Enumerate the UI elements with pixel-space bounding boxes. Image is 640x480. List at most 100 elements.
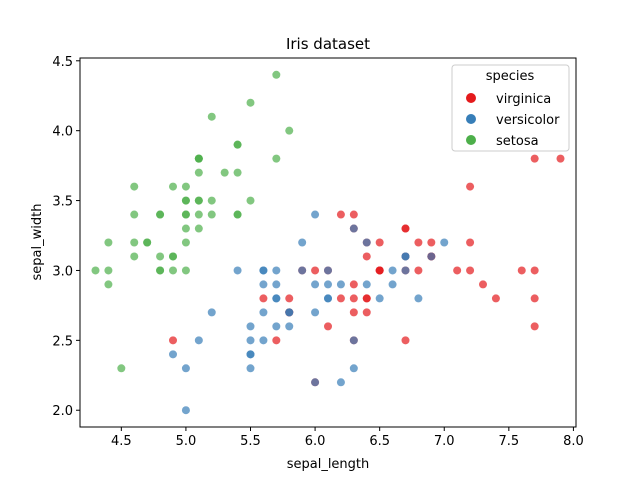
scatter-point-setosa-49 [181, 224, 190, 233]
x-axis-label: sepal_length [287, 457, 370, 472]
scatter-point-virginica-44 [401, 224, 410, 233]
scatter-point-versicolor-0 [440, 238, 449, 247]
scatter-point-virginica-23 [349, 308, 358, 317]
scatter-point-versicolor-23 [324, 294, 332, 303]
scatter-point-versicolor-4 [375, 294, 384, 303]
x-tick-label: 6.5 [369, 434, 390, 449]
scatter-point-virginica-12 [414, 266, 423, 275]
scatter-point-virginica-2 [453, 266, 462, 275]
scatter-point-virginica-43 [414, 238, 423, 247]
scatter-point-versicolor-12 [311, 378, 320, 387]
scatter-point-versicolor-49 [272, 294, 281, 303]
legend-label-virginica: virginica [496, 92, 551, 107]
y-tick-label: 4.5 [52, 55, 73, 70]
scatter-point-versicolor-48 [194, 336, 203, 345]
legend-marker-versicolor [466, 114, 476, 124]
scatter-point-virginica-21 [259, 294, 268, 303]
scatter-point-setosa-39 [194, 210, 203, 219]
scatter-point-virginica-22 [530, 294, 539, 303]
scatter-point-setosa-28 [207, 210, 216, 219]
scatter-point-virginica-18 [530, 322, 539, 331]
scatter-point-versicolor-10 [181, 406, 190, 415]
scatter-point-setosa-18 [272, 154, 281, 163]
scatter-point-virginica-25 [466, 238, 475, 247]
scatter-point-versicolor-2 [427, 252, 436, 261]
y-axis-label: sepal_width [30, 204, 45, 281]
scatter-point-versicolor-38 [259, 266, 268, 275]
scatter-point-virginica-29 [466, 266, 475, 275]
scatter-point-setosa-29 [143, 238, 152, 247]
scatter-point-versicolor-40 [246, 322, 255, 331]
scatter-point-setosa-3 [130, 252, 139, 261]
scatter-point-virginica-32 [362, 294, 371, 303]
scatter-point-virginica-33 [349, 294, 358, 303]
scatter-point-setosa-14 [285, 126, 294, 135]
scatter-point-setosa-21 [194, 168, 203, 177]
scatter-point-versicolor-43 [181, 364, 190, 373]
scatter-point-setosa-30 [156, 252, 165, 261]
scatter-point-virginica-13 [272, 336, 281, 345]
scatter-point-versicolor-18 [336, 378, 345, 387]
scatter-point-setosa-46 [194, 154, 203, 163]
scatter-point-versicolor-39 [246, 336, 255, 345]
scatter-point-versicolor-31 [246, 350, 255, 359]
scatter-point-setosa-10 [233, 168, 242, 177]
scatter-point-setosa-38 [104, 266, 113, 275]
scatter-point-virginica-30 [491, 294, 500, 303]
scatter-point-setosa-47 [130, 238, 139, 247]
scatter-point-versicolor-45 [272, 266, 281, 275]
y-tick-label: 2.0 [52, 404, 73, 419]
scatter-point-virginica-17 [530, 154, 539, 163]
legend-box [451, 64, 570, 152]
scatter-point-setosa-43 [181, 196, 190, 205]
scatter-point-versicolor-3 [246, 364, 255, 373]
scatter-point-virginica-6 [169, 336, 177, 345]
scatter-point-virginica-37 [362, 252, 371, 261]
scatter-point-versicolor-14 [259, 280, 268, 289]
scatter-point-versicolor-36 [401, 252, 410, 261]
scatter-point-versicolor-7 [169, 350, 177, 359]
scatter-point-setosa-45 [156, 266, 165, 275]
scatter-point-versicolor-42 [285, 322, 294, 331]
scatter-point-versicolor-33 [311, 308, 320, 317]
x-axis-ticks: 4.5 5.0 5.5 6.0 6.5 7.0 7.5 8.0 [111, 427, 584, 449]
scatter-point-versicolor-35 [311, 210, 320, 219]
scatter-point-versicolor-41 [324, 266, 332, 275]
scatter-point-setosa-17 [194, 196, 203, 205]
scatter-point-versicolor-24 [362, 280, 371, 289]
scatter-point-setosa-8 [104, 280, 113, 289]
scatter-point-virginica-47 [375, 266, 384, 275]
scatter-point-setosa-1 [169, 266, 177, 275]
x-tick-label: 7.5 [498, 434, 519, 449]
scatter-point-versicolor-19 [259, 336, 268, 345]
plot-frame [79, 57, 577, 428]
scatter-point-versicolor-26 [414, 294, 423, 303]
scatter-point-versicolor-32 [285, 308, 294, 317]
scatter-point-setosa-13 [91, 266, 100, 275]
scatter-point-virginica-7 [479, 280, 487, 289]
scatter-point-setosa-27 [207, 196, 216, 205]
legend-label-versicolor: versicolor [496, 113, 560, 128]
chart-title: Iris dataset [286, 35, 370, 53]
x-tick-label: 4.5 [111, 434, 132, 449]
scatter-point-setosa-33 [246, 98, 255, 107]
scatter-point-virginica-38 [311, 266, 320, 275]
scatter-point-versicolor-46 [272, 280, 281, 289]
scatter-point-virginica-48 [336, 210, 345, 219]
scatter-point-setosa-24 [156, 210, 165, 219]
scatter-point-virginica-14 [285, 294, 294, 303]
scatter-point-setosa-37 [169, 182, 177, 191]
scatter-point-versicolor-6 [349, 224, 358, 233]
scatter-point-versicolor-11 [298, 266, 307, 275]
x-tick-label: 8.0 [563, 434, 584, 449]
legend-marker-setosa [466, 135, 476, 145]
points-layer [91, 70, 565, 415]
scatter-point-versicolor-8 [388, 280, 397, 289]
scatter-point-setosa-25 [181, 266, 190, 275]
y-axis-ticks: 2.0 2.5 3.0 3.5 4.0 4.5 [52, 55, 80, 419]
scatter-point-versicolor-37 [349, 364, 358, 373]
x-tick-label: 5.0 [176, 434, 197, 449]
scatter-point-virginica-5 [517, 266, 526, 275]
scatter-point-versicolor-28 [311, 280, 320, 289]
